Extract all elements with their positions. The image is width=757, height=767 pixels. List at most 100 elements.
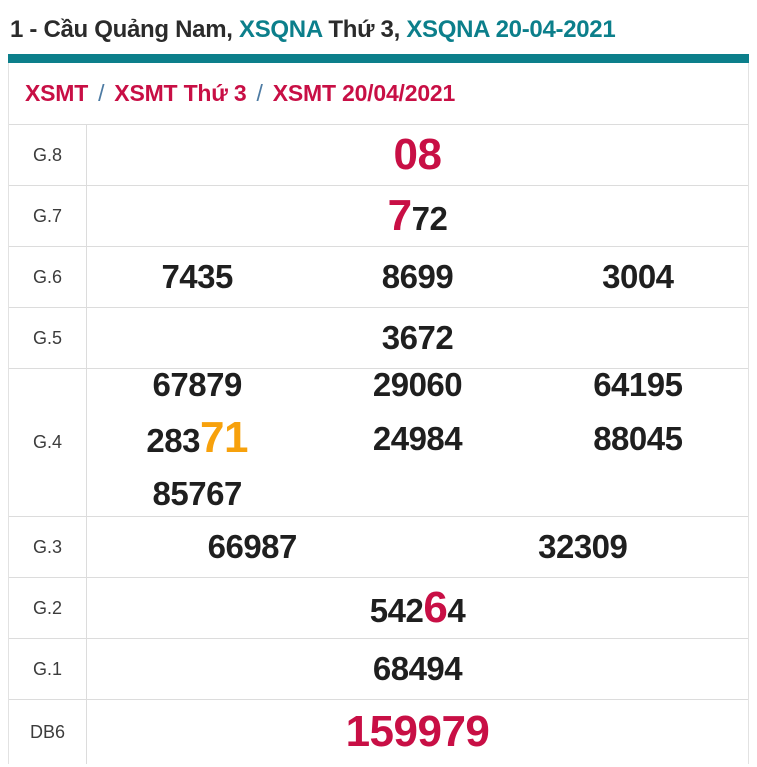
breadcrumb-link[interactable]: XSMT Thứ 3 [114,80,247,106]
digits: 32309 [538,528,628,565]
prize-row-g6: G.6 7435 8699 3004 [9,247,748,308]
prize-value: 88045 [593,420,683,457]
prize-row-g7: G.7 772 [9,186,748,247]
prize-value: 8699 [381,258,454,295]
row-values: 08 [87,125,748,185]
prize-cell: 8699 [307,258,527,296]
row-label: G.1 [9,639,87,699]
digits: 542 [369,592,424,629]
prize-cell: 85767 [87,472,307,523]
digits: 3672 [381,319,454,356]
prize-row-g2: G.2 54264 [9,578,748,639]
row-values: 7435 8699 3004 [87,247,748,307]
digits: 72 [411,200,448,237]
prize-value: 7435 [161,258,233,295]
prize-row-g8: G.8 08 [9,125,748,186]
highlighted-digits: 159979 [345,707,490,756]
prize-value: 67879 [152,365,243,403]
breadcrumb-link[interactable]: XSMT 20/04/2021 [272,80,456,106]
digits: 85767 [152,474,243,512]
prize-cell: 54264 [369,583,466,633]
prize-row-g4: G.4 67879 29060 64195 28371 24984 88045 85767 [9,366,748,517]
row-label: G.5 [9,308,87,368]
prize-value: 3672 [381,319,454,356]
results-table: G.8 08 G.7 772 G.6 7435 8699 3004 G.5 3672 G.4 6787… [9,125,748,764]
results-panel: XSMT / XSMT Thứ 3 / XSMT 20/04/2021 G.8 08 G.7… [8,63,749,764]
title-underline-bar [8,54,749,63]
digits: 66987 [207,528,298,565]
breadcrumb: XSMT / XSMT Thứ 3 / XSMT 20/04/2021 [9,63,748,125]
row-label: G.2 [9,578,87,638]
title-link[interactable]: XSQNA [239,16,322,43]
prize-value: 54264 [369,583,466,632]
digits: 4 [447,592,466,629]
prize-row-g1: G.1 68494 [9,639,748,700]
title-text: 1 - Cầu Quảng Nam, [10,16,240,43]
prize-cell: 3672 [381,319,454,357]
highlighted-digits: 6 [423,583,448,632]
prize-value: 66987 [207,528,298,565]
row-values: 66987 32309 [87,517,748,577]
prize-value: 24984 [372,420,463,457]
digits: 8699 [381,258,454,295]
prize-value: 3004 [602,258,674,295]
prize-cell: 159979 [346,707,490,757]
prize-value: 85767 [152,474,243,512]
highlighted-digits: 7 [387,191,412,240]
prize-value: 68494 [372,650,463,687]
prize-cell: 7435 [87,258,307,296]
row-values: 159979 [87,700,748,764]
prize-cell: 67879 [87,363,307,414]
row-values: 54264 [87,578,748,638]
row-values: 68494 [87,639,748,699]
page: 1 - Cầu Quảng Nam, XSQNA Thứ 3, XSQNA 20… [8,0,749,764]
prize-cell: 32309 [418,528,749,566]
title-text: Thứ 3, [321,16,407,43]
page-title: 1 - Cầu Quảng Nam, XSQNA Thứ 3, XSQNA 20… [8,0,749,54]
row-values: 67879 29060 64195 28371 24984 88045 85767 [87,366,748,516]
digits: 64195 [593,365,683,403]
prize-row-g5: G.5 3672 [9,308,748,369]
digits: 67879 [152,365,243,403]
highlighted-digits: 71 [199,412,248,462]
row-label: G.6 [9,247,87,307]
digits: 283 [146,421,200,459]
prize-cell: 66987 [87,528,418,566]
row-label: G.8 [9,125,87,185]
prize-cell: 3004 [528,258,748,296]
row-label: DB6 [9,700,87,764]
prize-cell: 772 [388,191,448,241]
prize-row-g3: G.3 66987 32309 [9,517,748,578]
prize-row-db6: DB6 159979 [9,700,748,764]
breadcrumb-separator: / [98,80,105,106]
prize-value: 08 [394,130,442,179]
digits: 88045 [593,420,683,457]
breadcrumb-link[interactable]: XSMT [25,80,89,106]
prize-value: 32309 [538,528,628,565]
row-label: G.3 [9,517,87,577]
row-label: G.7 [9,186,87,246]
highlighted-digits: 08 [393,130,442,179]
prize-value: 28371 [146,415,248,459]
prize-cell: 64195 [528,363,748,414]
prize-value: 159979 [346,707,490,756]
row-values: 772 [87,186,748,246]
row-label: G.4 [9,369,87,516]
digits: 24984 [372,420,463,457]
digits: 7435 [161,258,233,295]
prize-cell: 08 [394,130,442,180]
digits: 68494 [372,650,463,687]
prize-value: 64195 [593,365,683,403]
prize-cell: 88045 [528,417,748,468]
prize-value: 772 [388,191,448,240]
breadcrumb-separator: / [256,80,263,106]
prize-value: 29060 [372,365,463,403]
digits: 29060 [372,365,463,403]
title-link[interactable]: XSQNA 20-04-2021 [406,16,616,43]
row-values: 3672 [87,308,748,368]
prize-cell: 24984 [307,417,527,468]
prize-cell: 29060 [307,363,527,414]
prize-cell: 68494 [372,650,463,688]
digits: 3004 [602,258,674,295]
prize-cell: 28371 [87,415,307,470]
